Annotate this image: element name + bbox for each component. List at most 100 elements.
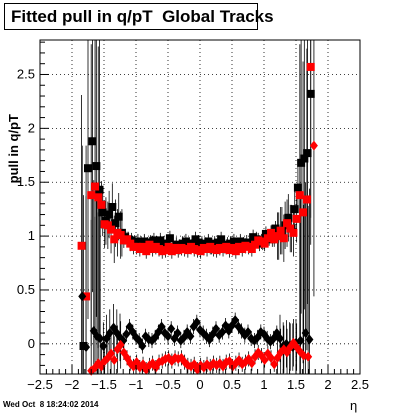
data-point-square	[97, 200, 106, 209]
data-point-diamond	[247, 358, 256, 369]
data-point-diamond	[105, 328, 114, 339]
data-point-diamond	[244, 326, 252, 337]
x-tick-label: 0	[196, 377, 203, 392]
y-tick-label: 0	[28, 336, 35, 351]
data-point-square	[283, 219, 292, 228]
data-point-diamond	[251, 351, 260, 362]
data-point-square	[111, 219, 120, 228]
data-point-square	[77, 241, 86, 250]
x-tick-label: −0.5	[155, 377, 181, 392]
y-tick-label: 2	[28, 120, 35, 135]
data-point-square	[107, 225, 116, 234]
data-point-diamond	[138, 340, 147, 351]
x-tick-label: 2.5	[351, 377, 369, 392]
data-point-square	[95, 185, 104, 194]
data-point-square	[142, 247, 151, 256]
x-tick-label: 1.5	[287, 377, 305, 392]
data-point-square	[271, 224, 280, 233]
data-point-diamond	[270, 359, 279, 370]
data-point-diamond	[110, 354, 119, 365]
data-point-square	[84, 164, 92, 173]
data-point-square	[302, 195, 311, 204]
data-point-square	[231, 247, 240, 256]
data-point-diamond	[309, 140, 318, 151]
data-point-diamond	[212, 323, 220, 334]
y-tick-label: 1.5	[17, 174, 35, 189]
data-point-diamond	[218, 326, 227, 337]
data-point-square	[292, 214, 301, 223]
data-point-square	[279, 234, 288, 243]
data-point-square	[293, 183, 302, 192]
data-point-square	[284, 213, 293, 222]
data-point-square	[217, 235, 226, 244]
data-point-diamond	[157, 321, 166, 332]
x-tick-label: 0.5	[223, 377, 241, 392]
y-axis-label-box: pull in q/pT	[4, 114, 21, 183]
data-point-diamond	[192, 317, 201, 328]
data-point-square	[92, 162, 101, 171]
data-point-square	[306, 62, 315, 71]
grid	[40, 40, 360, 374]
data-point-square	[276, 226, 285, 235]
data-point-square	[108, 203, 117, 211]
data-point-diamond	[164, 331, 172, 342]
data-point-diamond	[173, 328, 182, 339]
data-point-square	[229, 237, 238, 246]
data-point-square	[110, 235, 119, 244]
data-point-square	[286, 224, 295, 233]
data-point-diamond	[296, 335, 305, 346]
data-point-diamond	[267, 352, 276, 363]
data-point-square	[98, 208, 107, 217]
data-point-square	[165, 234, 174, 243]
data-point-diamond	[276, 333, 284, 344]
data-point-square	[303, 149, 312, 158]
data-point-square	[290, 205, 299, 214]
tick-labels: −2.5 −2 −1.5 −1 −0.5 0 0.5 1 1.5 2 2.5 0 0.5 1 1.5 2 2.5	[17, 66, 369, 392]
chart-title: Fitted pull in q/pT Global Tracks	[4, 3, 274, 30]
data-point-square	[139, 242, 148, 251]
data-point-square	[273, 232, 282, 241]
data-point-square	[251, 240, 260, 249]
data-point-diamond	[99, 340, 108, 351]
x-tick-label: −1.5	[91, 377, 117, 392]
data-point-square	[289, 228, 298, 237]
x-tick-label: −2	[65, 377, 80, 392]
data-markers	[77, 62, 318, 376]
data-point-diamond	[96, 333, 105, 344]
data-point-square	[300, 154, 309, 163]
data-point-diamond	[167, 323, 176, 334]
data-point-square	[247, 245, 256, 254]
y-tick-label: 0.5	[17, 282, 35, 297]
data-point-diamond	[82, 342, 91, 353]
data-point-diamond	[186, 331, 195, 342]
data-point-diamond	[304, 351, 313, 362]
data-point-square	[263, 234, 272, 243]
timestamp: Wed Oct 8 18:24:02 2014	[3, 400, 99, 409]
data-point-square	[91, 182, 100, 191]
data-point-square	[295, 191, 304, 200]
data-point-square	[260, 239, 269, 248]
x-axis-label: η	[350, 398, 358, 413]
data-point-diamond	[301, 328, 310, 339]
data-point-diamond	[107, 348, 116, 359]
y-tick-label: 1	[28, 228, 35, 243]
error-bars	[81, 40, 315, 374]
x-tick-label: 1	[260, 377, 267, 392]
data-point-square	[204, 237, 213, 246]
data-point-square	[114, 212, 123, 221]
data-point-square	[123, 235, 132, 244]
data-point-square	[103, 221, 112, 230]
data-point-diamond	[78, 291, 87, 302]
y-tick-label: 2.5	[17, 66, 35, 81]
data-point-diamond	[122, 329, 131, 340]
y-axis-label: pull in q/pT	[6, 114, 21, 184]
data-point-square	[94, 193, 103, 202]
x-tick-label: −2.5	[27, 377, 53, 392]
data-point-square	[297, 158, 306, 167]
data-point-square	[116, 231, 125, 240]
data-point-square	[88, 137, 97, 146]
data-point-square	[261, 229, 270, 238]
data-point-diamond	[116, 339, 125, 350]
data-point-diamond	[260, 354, 269, 365]
